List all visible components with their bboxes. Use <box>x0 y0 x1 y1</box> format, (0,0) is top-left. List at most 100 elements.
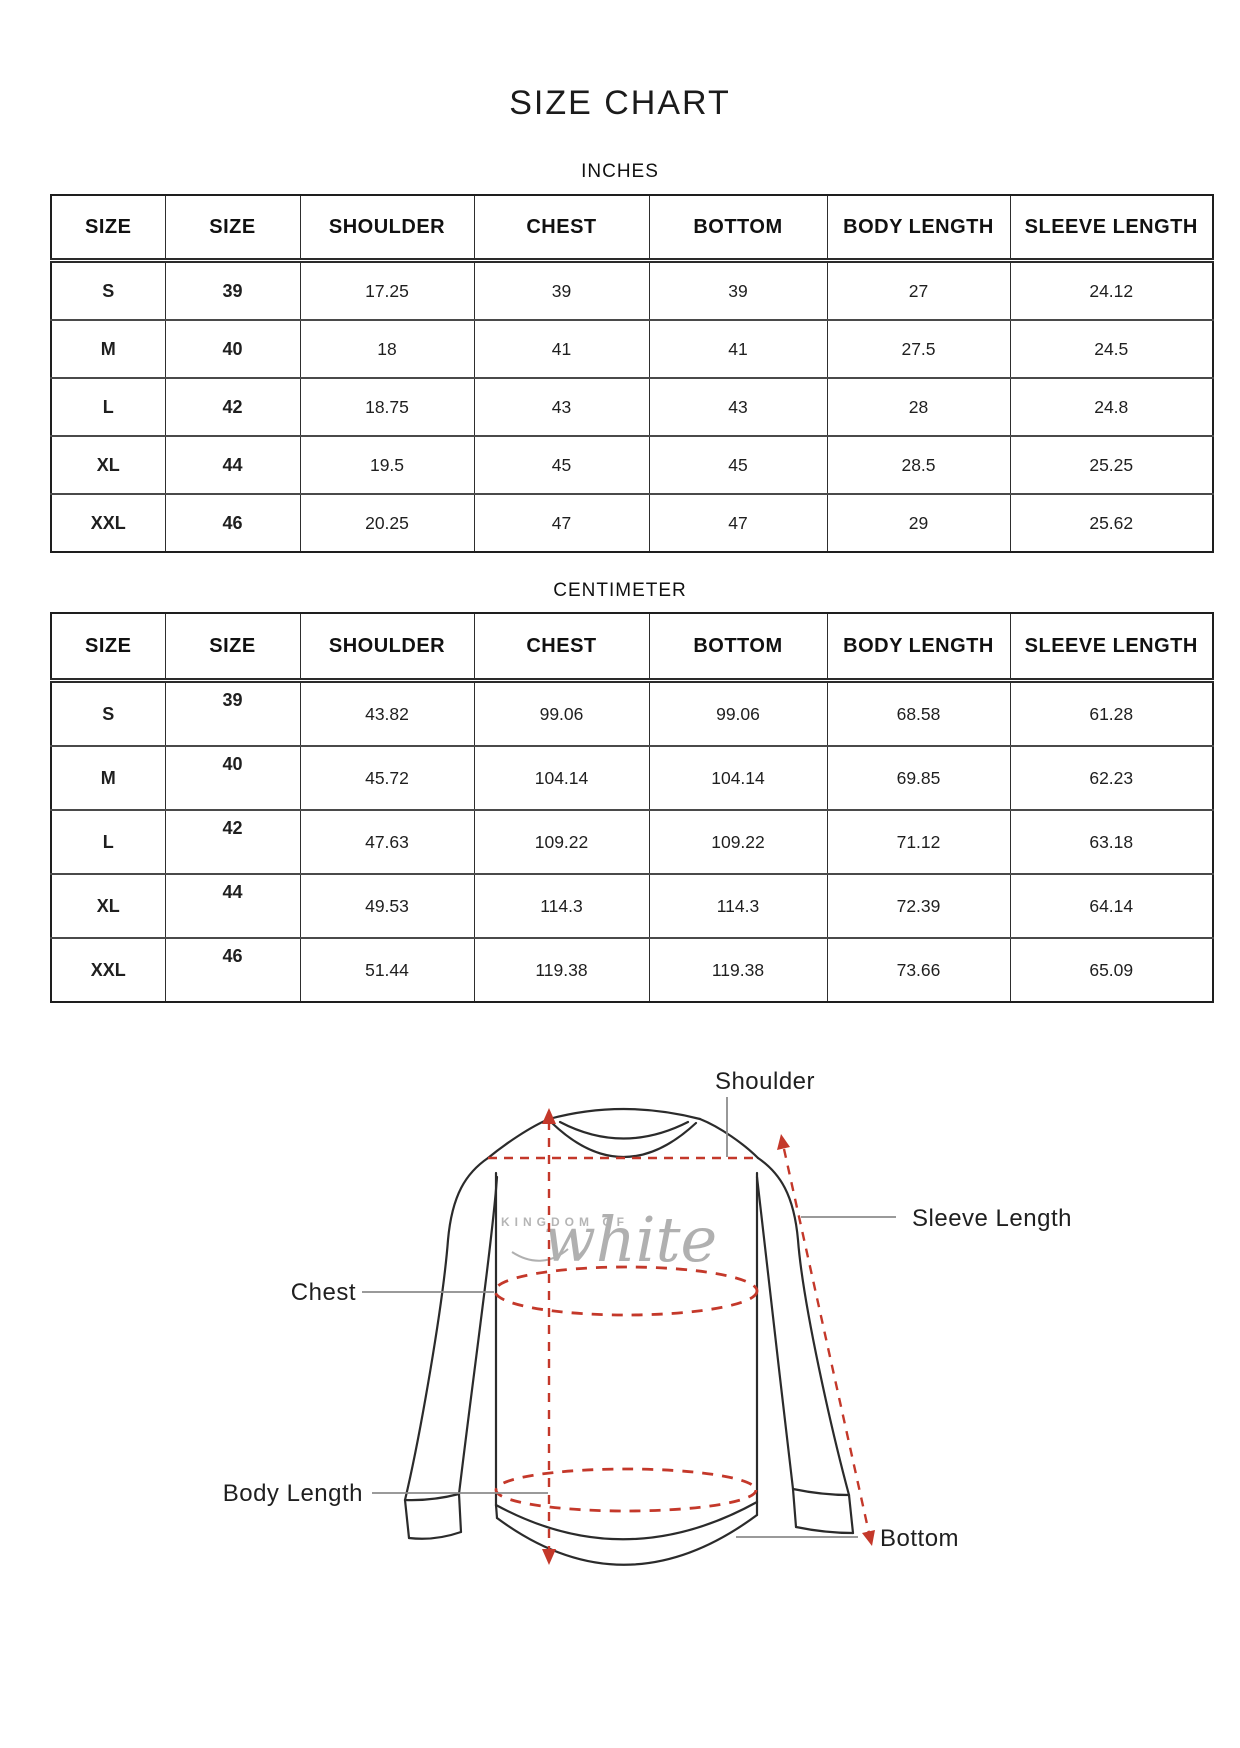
size-label-cell: M <box>50 319 166 379</box>
value-cell: 45.72 <box>299 745 475 811</box>
value-cell: 61.28 <box>1009 680 1214 747</box>
value-cell: 72.39 <box>826 873 1011 939</box>
table-row: L 42 47.63 109.22 109.22 71.12 63.18 <box>50 809 1214 875</box>
value-cell: 24.5 <box>1009 319 1214 379</box>
size-label-cell: S <box>50 680 166 747</box>
value-cell: 62.23 <box>1009 745 1214 811</box>
value-cell: 27.5 <box>826 319 1011 379</box>
size-number-cell: 40 <box>164 319 301 379</box>
value-cell: 43 <box>648 377 828 437</box>
column-header: CHEST <box>473 194 650 261</box>
size-label-cell: XL <box>50 435 166 495</box>
table-row: S 39 17.25 39 39 27 24.12 <box>50 260 1214 321</box>
value-cell: 39 <box>473 260 650 321</box>
value-cell: 109.22 <box>473 809 650 875</box>
value-cell: 45 <box>473 435 650 495</box>
logo-white-script: white <box>543 1203 717 1276</box>
column-header: BOTTOM <box>648 194 828 261</box>
value-cell: 19.5 <box>299 435 475 495</box>
column-header: BOTTOM <box>648 612 828 681</box>
value-cell: 114.3 <box>648 873 828 939</box>
size-label-cell: L <box>50 377 166 437</box>
column-header: SIZE <box>164 194 301 261</box>
column-header: SIZE <box>50 612 166 681</box>
collar-inner-line <box>558 1120 690 1140</box>
value-cell: 51.44 <box>299 937 475 1003</box>
column-header: BODY LENGTH <box>826 194 1011 261</box>
value-cell: 114.3 <box>473 873 650 939</box>
value-cell: 28 <box>826 377 1011 437</box>
column-header: SHOULDER <box>299 612 475 681</box>
value-cell: 45 <box>648 435 828 495</box>
table-row: XXL 46 51.44 119.38 119.38 73.66 65.09 <box>50 937 1214 1003</box>
column-header: SIZE <box>50 194 166 261</box>
column-header: SLEEVE LENGTH <box>1009 612 1214 681</box>
centimeter-section: CENTIMETER SIZE SIZE SHOULDER CHEST BOTTOM BO… <box>0 581 1240 1003</box>
size-table-inches: SIZE SIZE SHOULDER CHEST BOTTOM BODY LENGTH SL… <box>50 194 1214 553</box>
size-number-cell: 46 <box>164 493 301 553</box>
chest-measure-ellipse <box>493 1265 759 1317</box>
size-label-cell: XXL <box>50 493 166 553</box>
logo-flourish <box>511 1248 569 1262</box>
logo-kingdom-of: KINGDOM OF <box>501 1215 629 1229</box>
shoulder-label: Shoulder <box>715 1068 815 1095</box>
bottom-measure-ellipse <box>494 1467 758 1513</box>
value-cell: 43.82 <box>299 680 475 747</box>
sleeve-measure-line <box>782 1148 871 1534</box>
size-label-cell: XXL <box>50 937 166 1003</box>
value-cell: 104.14 <box>473 745 650 811</box>
value-cell: 24.12 <box>1009 260 1214 321</box>
size-number-cell: 40 <box>164 745 301 811</box>
value-cell: 119.38 <box>648 937 828 1003</box>
chest-label: Chest <box>291 1279 356 1306</box>
column-header: CHEST <box>473 612 650 681</box>
value-cell: 18 <box>299 319 475 379</box>
column-header: SLEEVE LENGTH <box>1009 194 1214 261</box>
size-label-cell: L <box>50 809 166 875</box>
value-cell: 17.25 <box>299 260 475 321</box>
page-title: SIZE CHART <box>509 84 731 122</box>
measurement-arrowheads <box>542 1108 875 1565</box>
table-row: XL 44 49.53 114.3 114.3 72.39 64.14 <box>50 873 1214 939</box>
inches-section: INCHES SIZE SIZE SHOULDER CHEST BOTTOM BODY L… <box>0 162 1240 553</box>
column-header: BODY LENGTH <box>826 612 1011 681</box>
value-cell: 25.62 <box>1009 493 1214 553</box>
value-cell: 25.25 <box>1009 435 1214 495</box>
size-label-cell: S <box>50 260 166 321</box>
table-row: XL 44 19.5 45 45 28.5 25.25 <box>50 435 1214 495</box>
sweater-outline <box>403 1107 855 1566</box>
size-number-cell: 44 <box>164 873 301 939</box>
table-row: S 39 43.82 99.06 99.06 68.58 61.28 <box>50 680 1214 747</box>
value-cell: 99.06 <box>473 680 650 747</box>
size-table-centimeter: SIZE SIZE SHOULDER CHEST BOTTOM BODY LENGTH SL… <box>50 612 1214 1003</box>
leader-lines <box>362 1097 896 1538</box>
value-cell: 109.22 <box>648 809 828 875</box>
sleeve-length-label: Sleeve Length <box>912 1205 1072 1232</box>
value-cell: 63.18 <box>1009 809 1214 875</box>
column-header: SHOULDER <box>299 194 475 261</box>
value-cell: 65.09 <box>1009 937 1214 1003</box>
value-cell: 119.38 <box>473 937 650 1003</box>
header-row: SIZE SIZE SHOULDER CHEST BOTTOM BODY LENGTH SL… <box>50 194 1214 261</box>
table-row: M 40 45.72 104.14 104.14 69.85 62.23 <box>50 745 1214 811</box>
value-cell: 73.66 <box>826 937 1011 1003</box>
table-row: L 42 18.75 43 43 28 24.8 <box>50 377 1214 437</box>
bottom-label: Bottom <box>880 1525 959 1552</box>
value-cell: 47 <box>473 493 650 553</box>
value-cell: 43 <box>473 377 650 437</box>
size-number-cell: 39 <box>164 260 301 321</box>
value-cell: 29 <box>826 493 1011 553</box>
size-number-cell: 42 <box>164 809 301 875</box>
value-cell: 99.06 <box>648 680 828 747</box>
value-cell: 28.5 <box>826 435 1011 495</box>
table-row: M 40 18 41 41 27.5 24.5 <box>50 319 1214 379</box>
value-cell: 71.12 <box>826 809 1011 875</box>
table-row: XXL 46 20.25 47 47 29 25.62 <box>50 493 1214 553</box>
column-header: SIZE <box>164 612 301 681</box>
value-cell: 27 <box>826 260 1011 321</box>
unit-caption-centimeter: CENTIMETER <box>553 580 687 601</box>
size-label-cell: XL <box>50 873 166 939</box>
value-cell: 47 <box>648 493 828 553</box>
value-cell: 24.8 <box>1009 377 1214 437</box>
